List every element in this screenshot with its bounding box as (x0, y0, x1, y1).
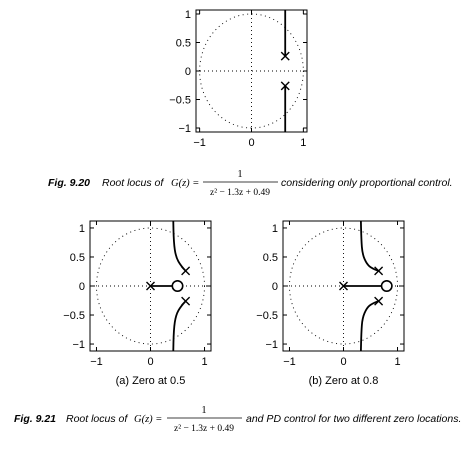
y-tick-label: 0 (79, 281, 85, 293)
pole-marker (339, 281, 348, 291)
y-tick-label: −0.5 (169, 95, 191, 107)
y-tick-label: 0.5 (70, 252, 85, 264)
y-tick-label: −1 (178, 123, 191, 135)
x-tick-label: 0 (340, 356, 346, 368)
y-tick-label: −1 (265, 339, 278, 351)
x-tick-label: 0 (147, 356, 153, 368)
zero-marker (380, 279, 393, 292)
x-tick-label: 0 (248, 137, 254, 149)
pole-stroke (374, 296, 384, 306)
pole-stroke (280, 81, 290, 91)
plot-subtitle: (b) Zero at 0.8 (309, 375, 379, 387)
y-tick-label: 0.5 (176, 37, 191, 49)
caption-fig20-numerator: 1 (237, 169, 242, 180)
pole-stroke (374, 266, 384, 276)
caption-fig21-lhs: G(z) = (134, 414, 162, 425)
pole-stroke (181, 296, 191, 306)
x-tick-label: 1 (394, 356, 400, 368)
x-tick-label: −1 (283, 356, 296, 368)
pole-stroke (339, 281, 348, 291)
y-tick-label: 1 (79, 223, 85, 235)
caption-fig20-lhs: G(z) = (171, 178, 199, 189)
locus-branch (359, 221, 379, 272)
pole-marker (146, 281, 155, 291)
x-tick-label: −1 (90, 356, 103, 368)
caption-fig21-label: Fig. 9.21 (14, 413, 56, 425)
locus-branches (150, 221, 187, 351)
y-tick-label: −0.5 (256, 310, 278, 322)
locus-branch (172, 221, 187, 272)
unit-circle (289, 227, 398, 345)
pole-marker (280, 51, 290, 61)
y-tick-label: −1 (72, 339, 85, 351)
pole-marker (181, 296, 191, 306)
caption-fig21-pre: Root locus of (66, 413, 128, 425)
locus-branches (343, 221, 385, 351)
pole-stroke (181, 266, 191, 276)
unit-circle (96, 227, 205, 345)
caption-fig20-post: considering only proportional control. (281, 177, 453, 189)
pole-marker (374, 266, 384, 276)
caption-fig21-post: and PD control for two different zero lo… (246, 413, 461, 425)
locus-branch (172, 300, 187, 351)
caption-fig20-pre: Root locus of (102, 177, 164, 189)
locus-branch (359, 300, 379, 351)
pole-marker (280, 81, 290, 91)
x-tick-label: 1 (300, 137, 306, 149)
zero-marker (171, 279, 184, 292)
x-tick-label: −1 (193, 137, 206, 149)
caption-fig21-denominator: z² − 1.3z + 0.49 (174, 424, 234, 434)
y-tick-label: 0 (185, 66, 191, 78)
pole-stroke (146, 281, 155, 291)
y-tick-label: 1 (272, 223, 278, 235)
pole-marker (374, 296, 384, 306)
x-tick-label: 1 (201, 356, 207, 368)
y-tick-label: −0.5 (63, 310, 85, 322)
y-tick-label: 0 (272, 281, 278, 293)
caption-fig20-label: Fig. 9.20 (48, 177, 90, 189)
y-tick-label: 1 (185, 9, 191, 21)
caption-fig20-denominator: z² − 1.3z + 0.49 (210, 188, 270, 198)
pole-stroke (280, 51, 290, 61)
pole-marker (181, 266, 191, 276)
y-tick-label: 0.5 (263, 252, 278, 264)
caption-fig21-numerator: 1 (201, 405, 206, 416)
plot-subtitle: (a) Zero at 0.5 (116, 375, 186, 387)
